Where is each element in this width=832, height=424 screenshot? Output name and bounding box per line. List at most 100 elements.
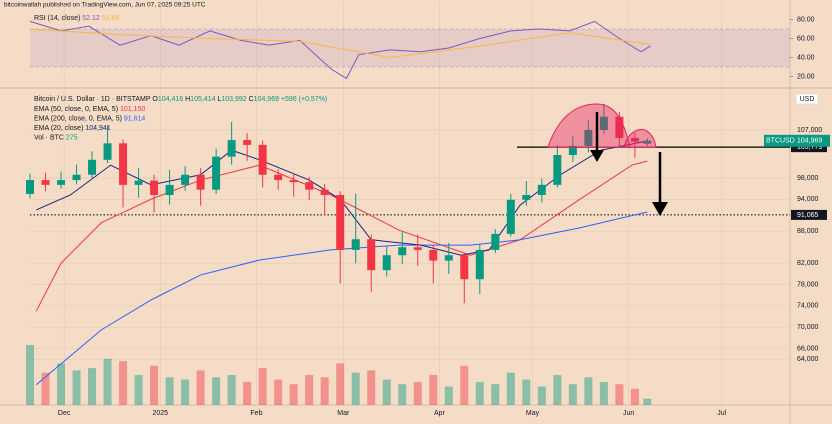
level-box [791,209,827,220]
volume-bar [599,381,608,405]
legend-value: 104,941 [85,125,110,132]
candle-body [289,180,298,183]
candle-body [26,180,34,194]
volume-bar [351,372,360,405]
candle-body [522,195,531,200]
candle-body [258,144,267,175]
candle-body [584,129,593,146]
candle-body [444,255,453,261]
ohlc-key: O [152,96,158,103]
legend-value: 275 [66,134,78,141]
candle-body [305,182,314,190]
volume-bar [537,386,546,405]
ema-line [35,211,648,386]
candle-body [351,239,360,250]
volume-bar [367,370,376,405]
y-tick-label: 64,000 [797,356,819,363]
candle-body [460,255,469,280]
rsi-line [29,28,651,59]
x-tick-label: Apr [434,410,446,417]
volume-bar [584,377,593,405]
volume-bar [212,377,221,405]
candle-body [181,174,190,185]
volume-bar [643,398,652,405]
candle-body [537,184,546,195]
volume-bar [382,379,391,405]
y-tick-label: 94,000 [797,196,819,203]
candle-body [212,156,221,190]
volume-bar [134,375,143,405]
candle-body [336,195,345,250]
candle-body [88,159,97,175]
candle-body [599,116,608,130]
volume-bar [553,375,562,405]
candle-body [41,180,50,185]
y-tick-label: 60.00 [797,35,815,42]
candle-body [429,249,438,261]
candle-body [398,247,407,256]
legend-value: 53.68 [102,15,120,22]
ohlc-value: 104,969 [254,96,279,103]
publisher: bitcoinwallah published on TradingView.c… [4,2,206,9]
volume-bar [522,379,531,405]
arrow-head [590,150,604,162]
volume-bar [274,379,283,405]
ohlc-key: C [249,96,254,103]
volume-bar [289,384,298,405]
legend-entry: EMA (50, close, 0, EMA, 5) 101,150 [34,106,145,113]
volume-bar [119,361,128,405]
currency-box [795,93,819,105]
x-tick-label: Dec [58,410,71,417]
candle-body [165,184,174,195]
volume-bar [26,345,34,405]
legend-name: EMA (50, close, 0, EMA, 5) [34,106,118,113]
candle-body [491,233,500,250]
price-tag [764,134,830,147]
legend-name: Vol · BTC [34,134,64,141]
volume-bar [57,363,66,405]
candle-body [103,143,112,160]
head-shape [547,103,631,148]
x-tick-label: 2025 [152,410,168,417]
volume-bar [336,363,345,405]
volume-bar [413,381,422,405]
volume-bar [196,370,205,405]
candle-body [72,174,81,181]
candle-body [615,116,624,138]
volume-bar [305,375,314,405]
currency-label: USD [800,96,815,103]
title: Bitcoin / U.S. Dollar · 1D · BITSTAMP [34,96,151,103]
legend-name: EMA (200, close, 0, EMA, 5) [34,115,122,122]
y-tick-label: 40.00 [797,54,815,61]
x-tick-label: Jun [623,410,634,417]
volume-bar [444,386,453,405]
price-tag-symbol: BTCUSD [766,138,795,145]
volume-bar [227,375,236,405]
y-tick-label: 107,000 [797,127,822,134]
level-label: 91,065 [797,212,819,219]
level-box [791,142,827,153]
ema-line [35,160,648,312]
volume-bar [103,358,112,405]
x-tick-label: Mar [337,410,350,417]
volume-bar [615,384,624,405]
volume-bar [475,381,484,405]
candle-body [367,239,376,271]
ohlc-value: 104,416 [158,96,183,103]
volume-bar [72,370,81,405]
legend-value: 91,614 [124,115,146,122]
candle-body [119,143,128,185]
x-tick-label: Jul [717,410,726,417]
volume-bar [41,372,50,405]
change: +596 (+0.57%) [281,96,327,103]
candle-body [134,180,143,185]
rsi-line [29,20,651,80]
candle-body [227,140,236,157]
volume-bar [258,368,267,405]
y-tick-label: 80.00 [797,16,815,23]
candle-body [630,137,639,142]
pattern-overlay [547,103,668,216]
legend-entry: Vol · BTC 275 [34,134,78,141]
volume-bar [243,381,252,405]
